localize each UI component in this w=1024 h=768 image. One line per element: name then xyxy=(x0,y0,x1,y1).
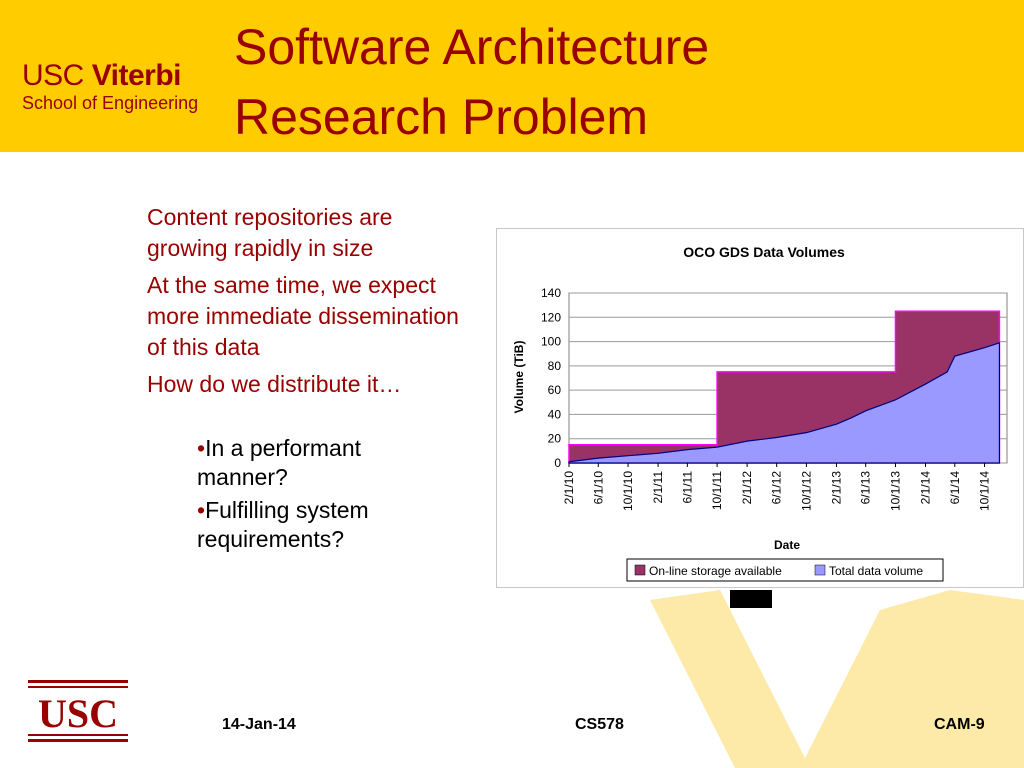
logo-subtitle: School of Engineering xyxy=(22,93,199,113)
sub-points: •In a performant manner? •Fulfilling sys… xyxy=(197,434,407,558)
legend-label: Total data volume xyxy=(829,564,923,578)
x-tick-label: 6/1/14 xyxy=(948,471,962,505)
subpoint-1: •In a performant manner? xyxy=(197,435,362,490)
x-tick-label: 6/1/10 xyxy=(591,471,605,505)
y-tick-label: 80 xyxy=(548,359,562,373)
title-line-1: Software Architecture xyxy=(234,19,710,75)
slide-title: Software Architecture Research Problem xyxy=(234,12,994,152)
x-tick-label: 2/1/14 xyxy=(919,471,933,505)
x-tick-label: 2/1/11 xyxy=(651,471,665,504)
chart-x-axis-label: Date xyxy=(774,538,800,552)
x-tick-label: 6/1/12 xyxy=(770,471,784,505)
y-tick-label: 140 xyxy=(541,286,561,300)
data-volume-chart: OCO GDS Data Volumes Volume (TiB) Date 0… xyxy=(496,228,1024,588)
series-total-volume-area xyxy=(568,341,1001,464)
subpoint-2: •Fulfilling system requirements? xyxy=(197,497,369,552)
x-tick-label: 2/1/10 xyxy=(562,471,576,505)
chart-title: OCO GDS Data Volumes xyxy=(683,244,845,260)
x-tick-label: 6/1/11 xyxy=(680,471,694,504)
usc-footer-logo: USC xyxy=(28,680,128,742)
header-bar: USC Viterbi School of Engineering Softwa… xyxy=(0,0,1024,152)
title-line-2: Research Problem xyxy=(234,89,649,145)
usc-viterbi-logo: USC Viterbi School of Engineering xyxy=(22,60,202,120)
point-3: How do we distribute it… xyxy=(147,371,402,397)
legend-swatch xyxy=(814,564,826,576)
x-tick-label: 2/1/12 xyxy=(740,471,754,505)
point-1: Content repositories are growing rapidly… xyxy=(147,204,393,261)
main-points: Content repositories are growing rapidly… xyxy=(147,202,467,406)
chart-y-axis-label: Volume (TiB) xyxy=(512,341,526,414)
logo-prefix: USC xyxy=(22,59,84,92)
footer-logo-text: USC xyxy=(38,691,118,736)
legend-box xyxy=(626,558,944,582)
y-tick-label: 0 xyxy=(554,456,561,470)
point-2: At the same time, we expect more immedia… xyxy=(147,272,459,360)
x-tick-label: 10/1/12 xyxy=(799,471,813,511)
x-tick-label: 10/1/11 xyxy=(710,471,724,510)
y-tick-label: 120 xyxy=(541,310,561,324)
y-tick-label: 60 xyxy=(548,383,562,397)
y-tick-label: 100 xyxy=(541,335,561,349)
logo-name: Viterbi xyxy=(91,59,182,92)
x-tick-label: 10/1/10 xyxy=(621,471,635,511)
y-tick-label: 20 xyxy=(548,432,562,446)
x-tick-label: 6/1/13 xyxy=(859,471,873,505)
footer-course: CS578 xyxy=(575,716,624,733)
footer-slide-number: CAM-9 xyxy=(934,716,985,733)
x-tick-label: 2/1/13 xyxy=(829,471,843,505)
y-tick-label: 40 xyxy=(548,407,562,421)
viterbi-v-watermark xyxy=(650,590,1024,768)
legend-label: On-line storage available xyxy=(649,564,782,578)
footer-date: 14-Jan-14 xyxy=(222,716,296,733)
x-tick-label: 10/1/13 xyxy=(888,471,902,511)
x-tick-label: 10/1/14 xyxy=(978,471,992,511)
chart-legend: On-line storage available Total data volu… xyxy=(626,558,944,582)
chart-svg: OCO GDS Data Volumes Volume (TiB) Date 0… xyxy=(512,244,1008,582)
legend-swatch xyxy=(634,564,646,576)
